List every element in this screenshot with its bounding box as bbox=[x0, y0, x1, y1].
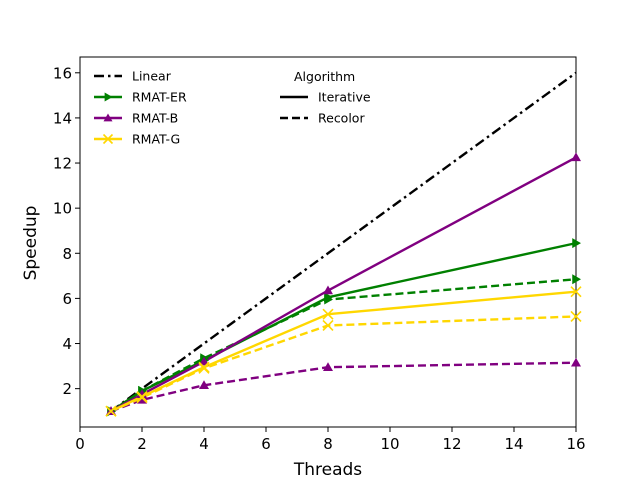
point-rmat-g-iterative bbox=[570, 286, 582, 298]
legend-label-rmat-er: RMAT-ER bbox=[132, 90, 187, 105]
legend: Linear RMAT-ER RMAT-B RMAT-G Algorithm Iter… bbox=[94, 69, 371, 147]
point-rmat-er-recolor bbox=[572, 274, 581, 285]
point-rmat-b-recolor bbox=[199, 380, 209, 390]
y-tick-label: 4 bbox=[62, 335, 72, 353]
legend-label-rmat-g: RMAT-G bbox=[132, 132, 180, 147]
point-rmat-b-recolor bbox=[571, 357, 581, 367]
x-tick-label: 4 bbox=[199, 435, 209, 453]
y-tick-label: 16 bbox=[53, 64, 72, 82]
legend-algorithm: Algorithm Iterative Recolor bbox=[280, 69, 371, 126]
y-tick-label: 10 bbox=[53, 200, 72, 218]
x-tick-label: 14 bbox=[504, 435, 523, 453]
y-axis-title: Speedup bbox=[21, 206, 41, 281]
legend-marker-rmat-b bbox=[103, 113, 113, 122]
point-rmat-b-iterative bbox=[323, 285, 333, 295]
y-tick-label: 2 bbox=[62, 380, 72, 398]
legend-label-linear: Linear bbox=[132, 69, 172, 84]
x-tick-label: 2 bbox=[137, 435, 147, 453]
point-rmat-g-recolor bbox=[322, 319, 334, 332]
x-tick-label: 10 bbox=[380, 435, 399, 453]
marker-layer bbox=[105, 152, 582, 417]
point-rmat-b-recolor bbox=[137, 394, 147, 404]
y-axis-ticks: 2 4 6 8 10 12 14 16 bbox=[53, 64, 80, 398]
legend-marker-rmat-er bbox=[104, 92, 113, 102]
point-rmat-g-recolor bbox=[136, 392, 148, 404]
point-rmat-g-recolor bbox=[198, 362, 210, 374]
point-rmat-b-recolor bbox=[323, 362, 333, 371]
y-tick-label: 12 bbox=[53, 155, 72, 173]
x-axis-ticks: 0 2 4 6 8 10 12 14 16 bbox=[75, 427, 586, 453]
y-tick-label: 8 bbox=[62, 245, 72, 263]
point-rmat-g-iterative bbox=[322, 308, 334, 320]
point-rmat-g-recolor bbox=[105, 405, 117, 417]
point-rmat-b-iterative bbox=[571, 152, 581, 162]
legend-label-rmat-b: RMAT-B bbox=[132, 111, 178, 126]
x-tick-label: 16 bbox=[566, 435, 585, 453]
point-rmat-er-recolor bbox=[324, 294, 333, 305]
x-tick-label: 6 bbox=[261, 435, 271, 453]
point-rmat-g-recolor bbox=[570, 310, 582, 323]
y-tick-label: 14 bbox=[53, 109, 72, 127]
x-tick-label: 12 bbox=[442, 435, 461, 453]
legend-label-iterative: Iterative bbox=[318, 90, 371, 105]
legend-label-recolor: Recolor bbox=[318, 111, 365, 126]
legend-marker-rmat-g bbox=[102, 133, 114, 145]
point-rmat-b-iterative bbox=[199, 356, 209, 366]
x-tick-label: 8 bbox=[323, 435, 333, 453]
y-tick-label: 6 bbox=[62, 290, 72, 308]
x-tick-label: 0 bbox=[75, 435, 85, 453]
legend-algorithm-title: Algorithm bbox=[294, 69, 355, 84]
x-axis-title: Threads bbox=[293, 460, 362, 480]
legend-series: Linear RMAT-ER RMAT-B RMAT-G bbox=[94, 69, 187, 147]
series-line-linear bbox=[110, 71, 577, 413]
series-line-rmat-er-recolor bbox=[110, 278, 577, 413]
point-rmat-er-iterative bbox=[572, 238, 581, 249]
